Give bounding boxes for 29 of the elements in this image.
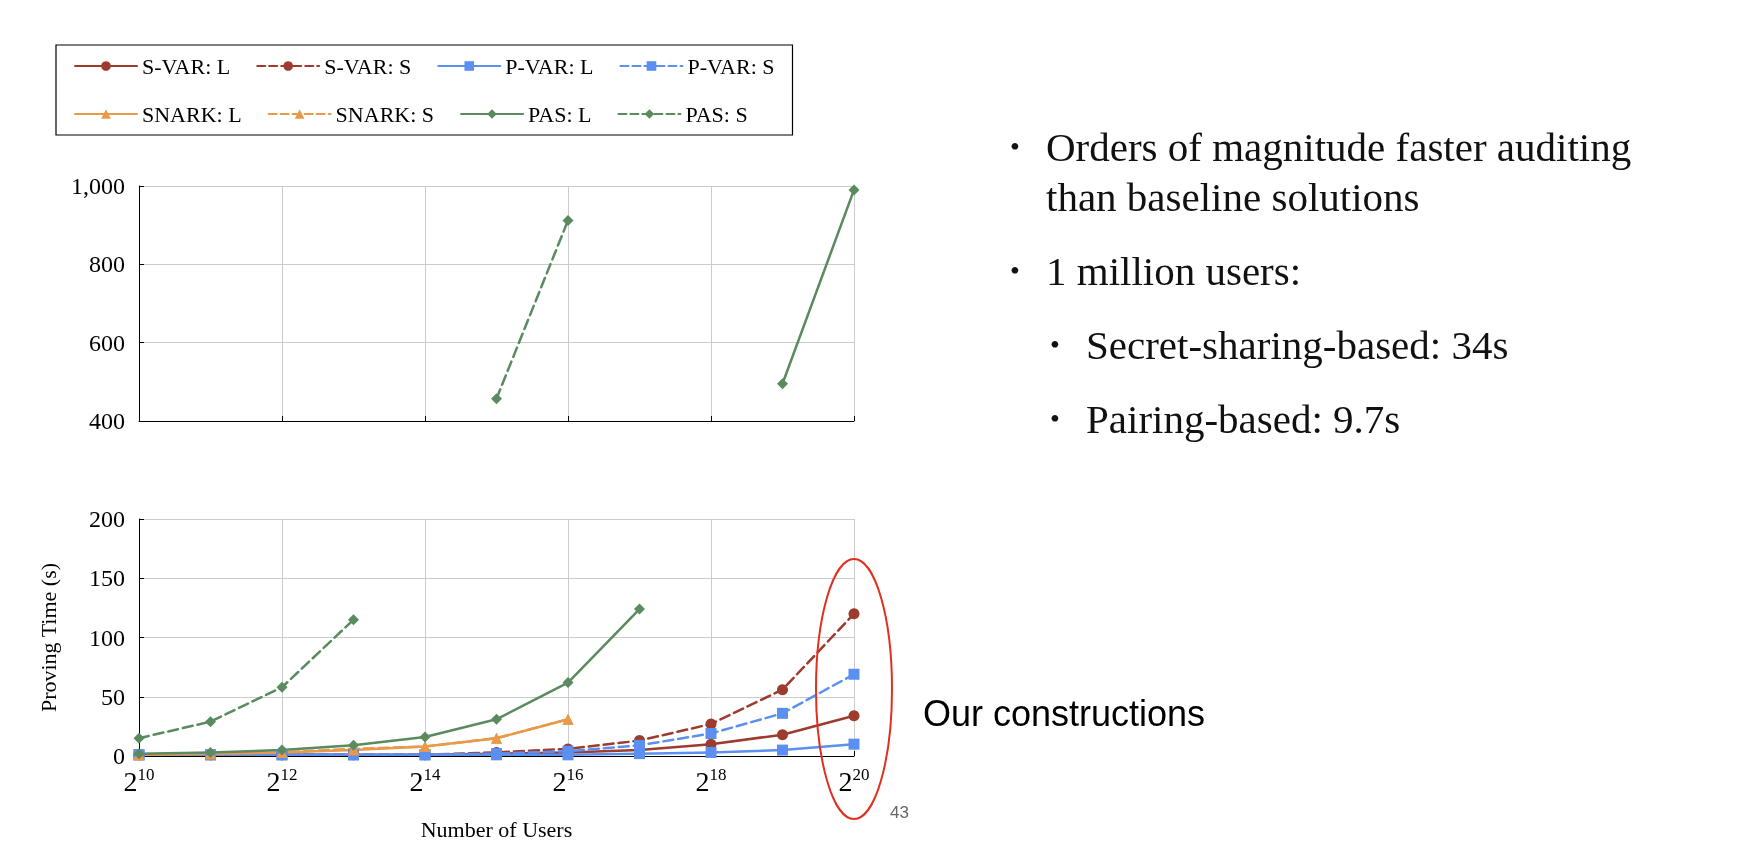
y-tick-label: 400 (89, 408, 125, 434)
y-tick-label: 50 (101, 683, 125, 710)
legend-label: S-VAR: L (142, 53, 231, 79)
text: Pairing-based: 9.7s (1086, 395, 1401, 445)
legend-label: P-VAR: L (505, 53, 594, 79)
y-axis-title: Proving Time (s) (35, 562, 61, 713)
y-tick-label: 150 (89, 565, 125, 592)
text: Orders of magnitude faster auditing than baseline solutions (1046, 123, 1633, 222)
text: 43 (890, 803, 909, 822)
legend-label: P-VAR: S (687, 53, 775, 79)
legend-label: S-VAR: S (324, 53, 412, 79)
text: • (1010, 254, 1021, 289)
y-tick-label: 0 (113, 743, 125, 769)
x-axis-title: Number of Users (420, 816, 573, 842)
text: Secret-sharing-based: 34s (1086, 321, 1509, 371)
text: • (1010, 130, 1021, 164)
text: • (1050, 402, 1061, 437)
text: 1 million users: (1046, 247, 1302, 297)
y-tick-label: 600 (89, 329, 125, 356)
text: • (1050, 328, 1061, 363)
legend-label: PAS: S (685, 101, 748, 127)
legend-label: PAS: L (528, 101, 592, 127)
y-tick-label: 100 (89, 624, 125, 651)
legend-label: SNARK: S (335, 101, 435, 127)
y-tick-label: 800 (89, 251, 125, 278)
y-tick-label: 200 (89, 506, 125, 532)
text: Our constructions (923, 692, 1206, 734)
y-tick-label: 1,000 (71, 173, 125, 199)
legend-label: SNARK: L (142, 101, 242, 127)
